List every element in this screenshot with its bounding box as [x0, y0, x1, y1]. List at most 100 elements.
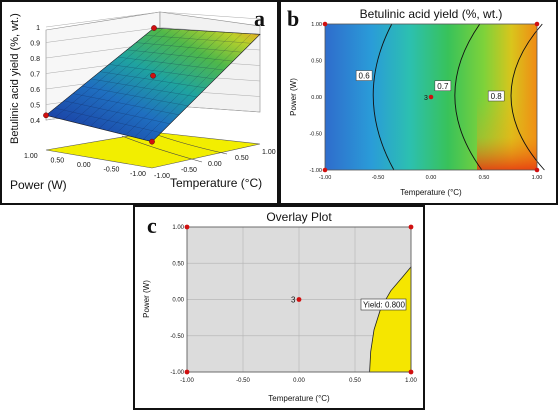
y-tick-labels: -1.00 -0.50 0.00 0.50 1.00	[309, 22, 322, 174]
y-tick-label: 0.50	[311, 59, 322, 65]
temperature-tick-label: 0.50	[235, 155, 249, 162]
x-tick-label: 0.00	[293, 378, 305, 384]
x-tick-label: 1.00	[532, 175, 543, 181]
contour-plot-svg: 0.6 0.7 0.8 3 -1.00 -0.50 0.00 0.50 1.00 -1.00…	[289, 7, 545, 197]
y-tick-label: -1.00	[170, 370, 184, 376]
panel-c-overlay-plot: 3 Yield: 0.800 -1.00 -0.50 0.00 0.50 1.00 -1…	[133, 205, 425, 410]
z-tick-labels: 0.4 0.5 0.6 0.7 0.8 0.9 1	[30, 25, 40, 125]
design-point	[184, 369, 190, 375]
surface-plot-svg: 0.4 0.5 0.6 0.7 0.8 0.9 1 -1.00 -0.50 0.00 0.50 1.…	[9, 11, 276, 192]
design-point	[322, 21, 328, 27]
x-tick-label: 0.00	[426, 175, 437, 181]
temperature-tick-label: -0.50	[181, 167, 197, 174]
power-tick-label: 0.00	[77, 162, 91, 169]
wall-gridline	[45, 11, 261, 28]
design-point	[428, 94, 434, 100]
temperature-axis-label: Temperature (°C)	[170, 176, 262, 190]
temperature-tick-labels: -1.00 -0.50 0.00 0.50 1.00	[154, 149, 276, 180]
chart-title: Overlay Plot	[266, 210, 332, 224]
design-point	[149, 138, 155, 145]
z-tick-label: 1	[36, 25, 40, 32]
power-tick-label: 1.00	[24, 153, 38, 160]
power-tick-label: -1.00	[130, 171, 146, 178]
floor-contour-line	[121, 135, 203, 163]
z-tick-label: 0.7	[30, 72, 40, 79]
overlay-plot-svg: 3 Yield: 0.800 -1.00 -0.50 0.00 0.50 1.00 -1…	[142, 210, 417, 403]
x-axis-label: Temperature (°C)	[400, 188, 462, 197]
contour-label: 0.8	[491, 92, 503, 101]
design-point	[408, 369, 414, 375]
y-tick-label: 0.00	[172, 298, 184, 304]
z-tick-label: 0.5	[30, 103, 40, 110]
x-tick-labels: -1.00 -0.50 0.00 0.50 1.00	[180, 378, 417, 384]
x-tick-label: -0.50	[236, 378, 250, 384]
temperature-tick-label: -1.00	[154, 173, 170, 180]
x-tick-labels: -1.00 -0.50 0.00 0.50 1.00	[319, 175, 543, 181]
y-axis-label: Power (W)	[289, 78, 298, 116]
y-tick-label: 0.50	[172, 261, 184, 267]
x-tick-label: -1.00	[180, 378, 194, 384]
contour-line	[454, 23, 483, 171]
floor-projection	[45, 131, 261, 169]
contour-label-box	[355, 70, 373, 81]
contour-line	[510, 23, 545, 171]
z-axis-label: Betulinic acid yield (%, wt.)	[9, 13, 21, 144]
x-tick-label: -0.50	[372, 175, 385, 181]
x-axis-label: Temperature (°C)	[268, 394, 330, 403]
plot-frame	[324, 23, 538, 171]
mesh-line	[63, 28, 172, 120]
design-point	[150, 72, 156, 79]
mesh-line	[144, 35, 252, 44]
contour-label: 0.6	[359, 72, 371, 81]
design-point	[408, 224, 414, 230]
contour-label-box	[434, 80, 452, 92]
panel-letter-a: a	[254, 6, 265, 31]
x-tick-label: -1.00	[319, 175, 332, 181]
x-tick-label: 0.50	[479, 175, 490, 181]
power-tick-label: -0.50	[104, 167, 120, 174]
contour-lines: 0.6 0.7 0.8	[355, 23, 545, 171]
temperature-tick-label: 0.00	[208, 161, 222, 168]
chart-title: Betulinic acid yield (%, wt.)	[360, 7, 503, 21]
plot-frame	[186, 226, 412, 373]
power-axis-label: Power (W)	[10, 178, 67, 192]
design-point	[151, 25, 157, 31]
y-axis-label: Power (W)	[142, 280, 151, 318]
design-points	[43, 25, 157, 145]
z-tick-label: 0.8	[30, 56, 40, 63]
panel-letter-b: b	[287, 6, 300, 31]
y-tick-label: 1.00	[172, 225, 184, 231]
center-point-count: 3	[291, 296, 296, 305]
contour-hot-corner	[477, 97, 537, 170]
center-point-count: 3	[424, 95, 428, 102]
design-points: 3	[184, 224, 414, 375]
y-tick-label: 1.00	[311, 22, 322, 28]
design-point	[322, 167, 328, 173]
z-tick-label: 0.6	[30, 87, 40, 94]
contour-label: 0.7	[437, 82, 449, 91]
surface-mesh	[45, 27, 261, 142]
design-point	[534, 21, 540, 27]
y-tick-label: -1.00	[309, 168, 322, 174]
design-points: 3	[322, 21, 540, 173]
panel-b-contour-plot: 0.6 0.7 0.8 3 -1.00 -0.50 0.00 0.50 1.00 -1.00…	[279, 0, 558, 205]
mesh-line	[54, 28, 163, 118]
y-tick-label: -0.50	[170, 334, 184, 340]
mesh-line	[153, 27, 261, 35]
mesh-line	[45, 27, 155, 116]
yield-annotation: Yield: 0.800	[360, 298, 407, 311]
y-tick-labels: -1.00 -0.50 0.00 0.50 1.00	[170, 225, 184, 376]
power-tick-label: 0.50	[51, 158, 65, 165]
y-tick-label: 0.00	[311, 95, 322, 101]
y-tick-label: -0.50	[309, 132, 322, 138]
design-point	[43, 112, 49, 119]
contour-label-box	[487, 90, 505, 102]
contour-line	[372, 23, 395, 171]
z-tick-label: 0.4	[30, 118, 40, 125]
x-tick-label: 0.50	[349, 378, 361, 384]
design-point	[184, 224, 190, 230]
z-tick-label: 0.9	[30, 41, 40, 48]
yield-annotation-text: Yield: 0.800	[363, 301, 406, 310]
panel-letter-c: c	[147, 213, 157, 238]
design-point	[296, 297, 302, 302]
